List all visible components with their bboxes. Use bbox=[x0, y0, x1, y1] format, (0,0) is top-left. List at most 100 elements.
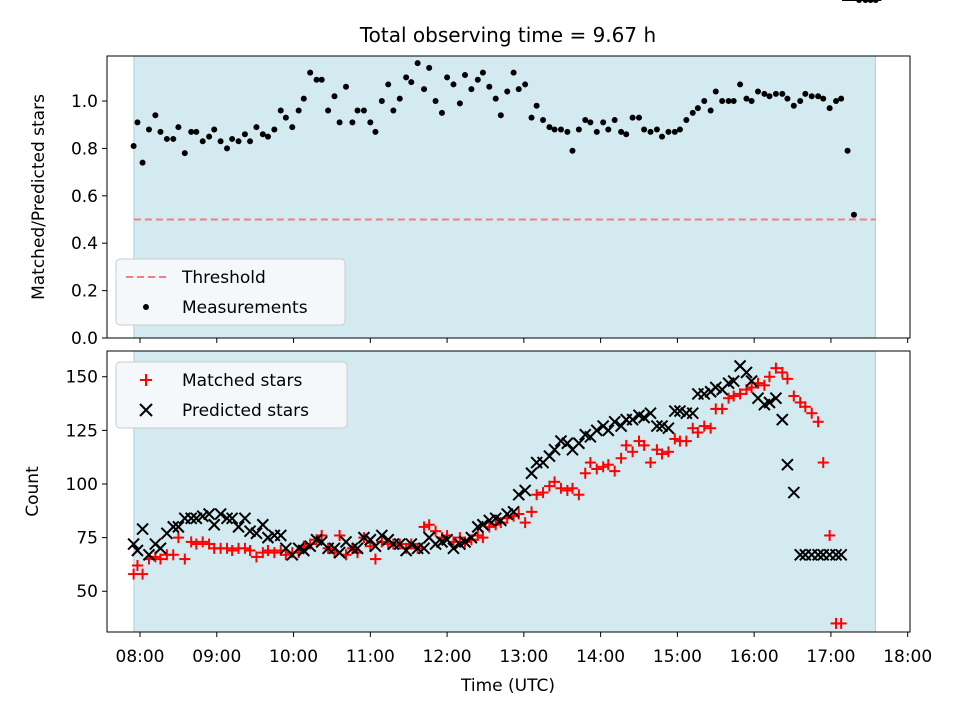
matched-star-point bbox=[257, 547, 269, 559]
measurement-point bbox=[325, 107, 332, 114]
legend-predicted-label: Predicted stars bbox=[182, 401, 309, 421]
measurement-point bbox=[372, 128, 379, 135]
matched-star-point bbox=[788, 390, 800, 402]
measurement-point bbox=[444, 74, 451, 81]
predicted-star-point bbox=[351, 542, 364, 555]
predicted-star-point bbox=[781, 458, 794, 471]
measurement-point bbox=[611, 116, 618, 123]
measurement-point bbox=[522, 81, 529, 88]
measurement-point bbox=[217, 138, 224, 145]
measurement-point bbox=[694, 105, 701, 112]
measurement-point bbox=[385, 81, 392, 88]
measurement-point bbox=[575, 126, 582, 133]
matched-star-point bbox=[698, 420, 710, 432]
legend-matched-swatch bbox=[140, 374, 152, 386]
measurement-point bbox=[336, 119, 343, 126]
measurement-point bbox=[331, 93, 338, 100]
measurement-point bbox=[307, 69, 314, 76]
matched-star-point bbox=[835, 617, 847, 629]
measurement-point bbox=[289, 124, 296, 131]
predicted-star-point bbox=[769, 391, 783, 405]
legend-matched-marker bbox=[140, 374, 152, 386]
predicted-star-point bbox=[686, 406, 699, 420]
measurement-point bbox=[569, 147, 576, 154]
predicted-star-point bbox=[829, 548, 843, 561]
matched-star-point bbox=[221, 542, 233, 554]
matched-star-point bbox=[799, 401, 811, 413]
predicted-star-point bbox=[297, 544, 310, 557]
predicted-star-point bbox=[154, 542, 167, 555]
matched-star-point bbox=[746, 381, 758, 393]
x-tick-label: 14:00 bbox=[576, 647, 625, 667]
matched-star-point bbox=[334, 529, 346, 541]
measurement-point bbox=[593, 128, 600, 135]
matched-star-point bbox=[239, 542, 251, 554]
measurement-point bbox=[432, 98, 439, 105]
matched-star-point bbox=[776, 366, 788, 378]
x-tick-label: 08:00 bbox=[116, 647, 165, 667]
measurement-point bbox=[474, 76, 481, 83]
matched-star-point bbox=[734, 388, 746, 400]
measurement-point bbox=[564, 128, 571, 135]
predicted-star-point bbox=[458, 535, 472, 549]
measurement-point bbox=[390, 107, 397, 114]
ratio-x-ticks bbox=[139, 338, 909, 343]
ratio-y-tick-label: 0.2 bbox=[71, 282, 98, 302]
matched-star-point bbox=[137, 568, 149, 580]
measurement-point bbox=[772, 90, 779, 97]
matched-star-point bbox=[620, 439, 632, 451]
measurement-point bbox=[134, 119, 141, 126]
predicted-star-point bbox=[572, 437, 586, 450]
count-y-ticks: 50 75 100 125 150 bbox=[66, 368, 107, 602]
measurement-point bbox=[533, 102, 540, 109]
measurement-point bbox=[701, 98, 708, 105]
matched-star-point bbox=[172, 532, 184, 544]
measurement-point bbox=[170, 135, 177, 142]
ratio-y-axis-label: Matched/Predicted stars bbox=[29, 94, 49, 300]
measurement-point bbox=[515, 86, 522, 93]
predicted-star-point bbox=[811, 548, 825, 561]
predicted-star-point bbox=[220, 512, 234, 525]
predicted-star-point bbox=[440, 533, 454, 546]
matched-star-point bbox=[244, 544, 256, 556]
matched-star-point bbox=[662, 446, 674, 458]
measurement-point bbox=[421, 86, 428, 93]
measurement-point bbox=[587, 119, 594, 126]
measurement-point bbox=[438, 109, 445, 116]
measurement-point bbox=[766, 93, 773, 100]
predicted-star-point bbox=[167, 520, 180, 534]
x-tick-label: 15:00 bbox=[653, 647, 702, 667]
matched-star-point bbox=[669, 433, 681, 445]
matched-star-point bbox=[723, 392, 735, 404]
measurement-point bbox=[802, 90, 809, 97]
predicted-star-point bbox=[476, 518, 490, 531]
ratio-y-tick-label: 0.8 bbox=[71, 139, 98, 159]
measurement-point bbox=[253, 124, 260, 131]
ratio-axes-frame bbox=[106, 55, 911, 339]
count-y-tick-label: 150 bbox=[66, 368, 98, 388]
predicted-star-point bbox=[250, 527, 263, 540]
measurement-point bbox=[277, 107, 284, 114]
matched-star-point bbox=[549, 476, 561, 488]
predicted-star-point bbox=[346, 542, 359, 555]
x-axis-label: Time (UTC) bbox=[460, 676, 555, 696]
matched-star-point bbox=[584, 457, 596, 469]
ratio-y-tick-label: 1.0 bbox=[71, 92, 98, 112]
matched-star-point bbox=[179, 553, 191, 565]
measurement-point bbox=[300, 95, 307, 102]
measurement-point bbox=[641, 126, 648, 133]
matched-star-point bbox=[645, 457, 657, 469]
measurement-point bbox=[557, 126, 564, 133]
predicted-star-point bbox=[518, 484, 532, 497]
matched-star-point bbox=[369, 553, 381, 565]
ratio-y-tick-label: 0.4 bbox=[71, 234, 98, 254]
measurement-point bbox=[808, 93, 815, 100]
measurement-point bbox=[737, 81, 744, 88]
predicted-star-point bbox=[127, 537, 140, 551]
x-tick-label: 11:00 bbox=[346, 647, 395, 667]
x-tick-label: 17:00 bbox=[806, 647, 855, 667]
matched-star-point bbox=[817, 457, 829, 469]
predicted-star-point bbox=[794, 548, 807, 561]
count-y-tick-label: 50 bbox=[76, 582, 98, 602]
